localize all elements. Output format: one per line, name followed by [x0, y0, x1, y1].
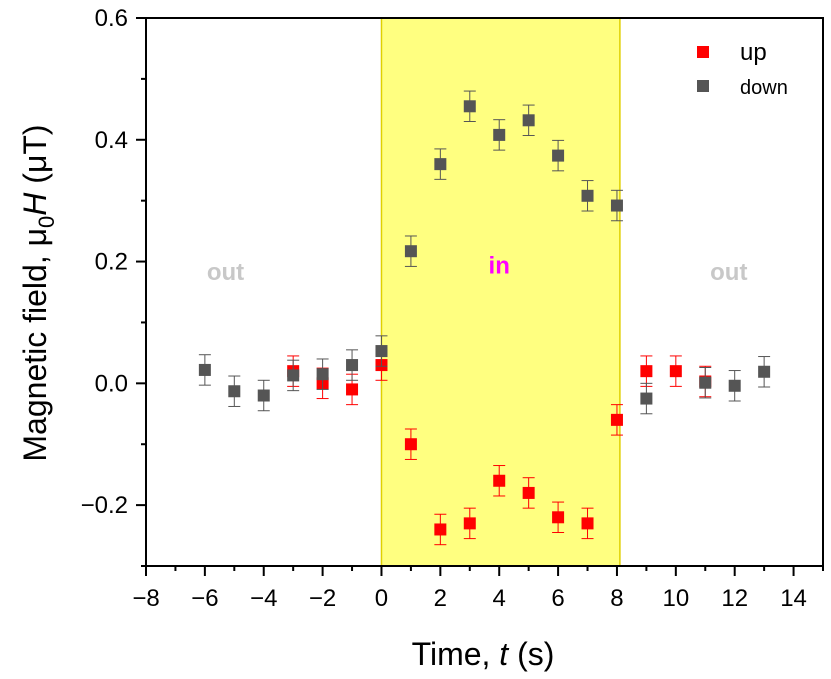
x-tick-label: 8	[610, 585, 623, 612]
series-group	[198, 90, 771, 546]
x-tick-label: 2	[434, 585, 447, 612]
data-point-up	[493, 474, 506, 487]
data-point-down	[581, 189, 594, 202]
data-point-up	[669, 365, 682, 378]
y-tick-label: 0.2	[95, 249, 128, 276]
data-point-down	[316, 368, 329, 381]
out-label: out	[207, 259, 244, 286]
data-point-down	[640, 392, 653, 405]
data-point-down	[552, 149, 565, 162]
data-point-down	[522, 114, 535, 127]
out-label: out	[710, 259, 747, 286]
y-tick-label: 0.4	[95, 127, 128, 154]
data-point-up	[552, 511, 565, 524]
x-tick-label: 14	[780, 585, 807, 612]
x-tick-label: 0	[375, 585, 388, 612]
data-point-up	[610, 413, 623, 426]
y-tick-label: −0.2	[81, 492, 128, 519]
legend-swatch-down	[697, 80, 709, 92]
legend-swatch-up	[697, 46, 709, 58]
x-tick-label: 6	[551, 585, 564, 612]
legend-label-down: down	[740, 77, 788, 99]
series-up	[287, 349, 712, 546]
data-point-down	[493, 128, 506, 141]
data-point-down	[699, 376, 712, 389]
x-tick-label: 12	[721, 585, 748, 612]
data-point-down	[758, 365, 771, 378]
in-region-rect	[381, 18, 620, 566]
axes-group: −8 −6 −4 −2 0 2 4 6 8 10 12 14 −0.2 0.0 0.2 0.4 0.6	[81, 5, 824, 612]
data-point-down	[434, 158, 447, 171]
data-point-down	[463, 100, 476, 113]
data-point-up	[404, 438, 417, 451]
data-point-up	[346, 383, 359, 396]
in-label: in	[489, 253, 510, 280]
data-point-up	[522, 486, 535, 499]
x-tick-label: −4	[250, 585, 277, 612]
data-point-down	[198, 363, 211, 376]
data-point-down	[228, 385, 241, 398]
series-down	[198, 90, 771, 415]
x-tick-label: −2	[309, 585, 336, 612]
y-tick-label: 0.6	[95, 5, 128, 32]
data-point-down	[287, 369, 300, 382]
x-axis-title: Time, t (s)	[412, 636, 555, 672]
data-point-down	[257, 389, 270, 402]
x-tick-label: −8	[132, 585, 159, 612]
x-tick-label: 10	[662, 585, 689, 612]
data-point-down	[404, 245, 417, 258]
data-point-down	[375, 345, 388, 358]
data-point-up	[581, 517, 594, 530]
data-point-down	[610, 199, 623, 212]
data-point-up	[640, 365, 653, 378]
legend-label-up: up	[740, 39, 767, 66]
y-axis-title: Magnetic field, μ0H (μT)	[17, 124, 59, 461]
legend: up down	[697, 39, 788, 99]
x-tick-label: −6	[191, 585, 218, 612]
data-point-down	[346, 359, 359, 372]
x-tick-label: 4	[493, 585, 506, 612]
plot-frame	[145, 17, 824, 567]
in-region-group	[380, 18, 621, 566]
y-tick-label: 0.0	[95, 370, 128, 397]
data-point-up	[434, 523, 447, 536]
data-point-down	[728, 379, 741, 392]
data-point-up	[463, 517, 476, 530]
region-labels-group: out out in	[207, 253, 748, 286]
